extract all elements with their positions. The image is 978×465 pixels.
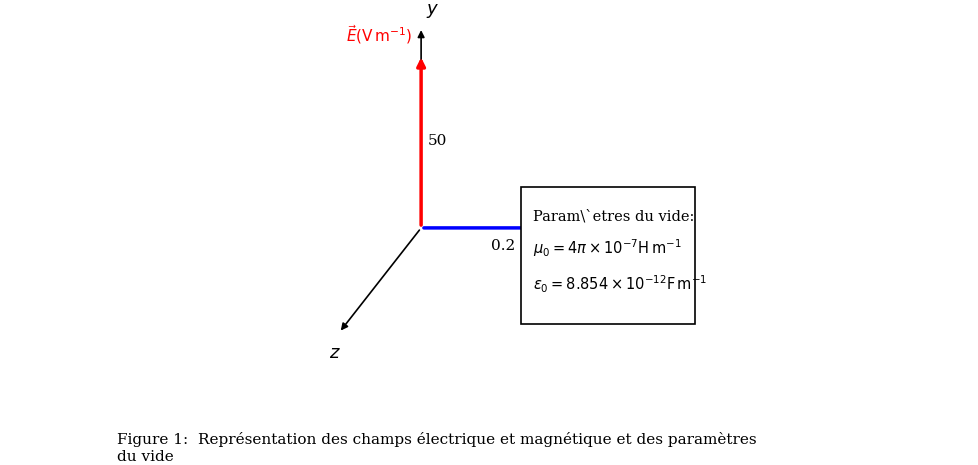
Text: $x$: $x$ [678, 235, 691, 253]
Text: Param\`etres du vide:: Param\`etres du vide: [532, 210, 693, 224]
Text: $\mu_0 = 4\pi \times 10^{-7}\mathrm{H\,m^{-1}}$: $\mu_0 = 4\pi \times 10^{-7}\mathrm{H\,m… [532, 237, 681, 259]
Text: $\vec{B}(\mathrm{mT})$: $\vec{B}(\mathrm{mT})$ [621, 193, 668, 217]
Text: Figure 1:  Représentation des champs électrique et magnétique et des paramètres
: Figure 1: Représentation des champs élec… [117, 432, 756, 464]
Text: 0.2: 0.2 [491, 239, 514, 253]
Text: 50: 50 [427, 134, 447, 148]
Text: $y$: $y$ [425, 2, 438, 20]
FancyBboxPatch shape [521, 187, 694, 324]
Text: $\vec{E}(\mathrm{V\,m^{-1}})$: $\vec{E}(\mathrm{V\,m^{-1}})$ [345, 23, 412, 46]
Text: $\epsilon_0 = 8.854 \times 10^{-12}\mathrm{F\,m^{-1}}$: $\epsilon_0 = 8.854 \times 10^{-12}\math… [532, 273, 706, 295]
Text: $z$: $z$ [329, 344, 340, 362]
